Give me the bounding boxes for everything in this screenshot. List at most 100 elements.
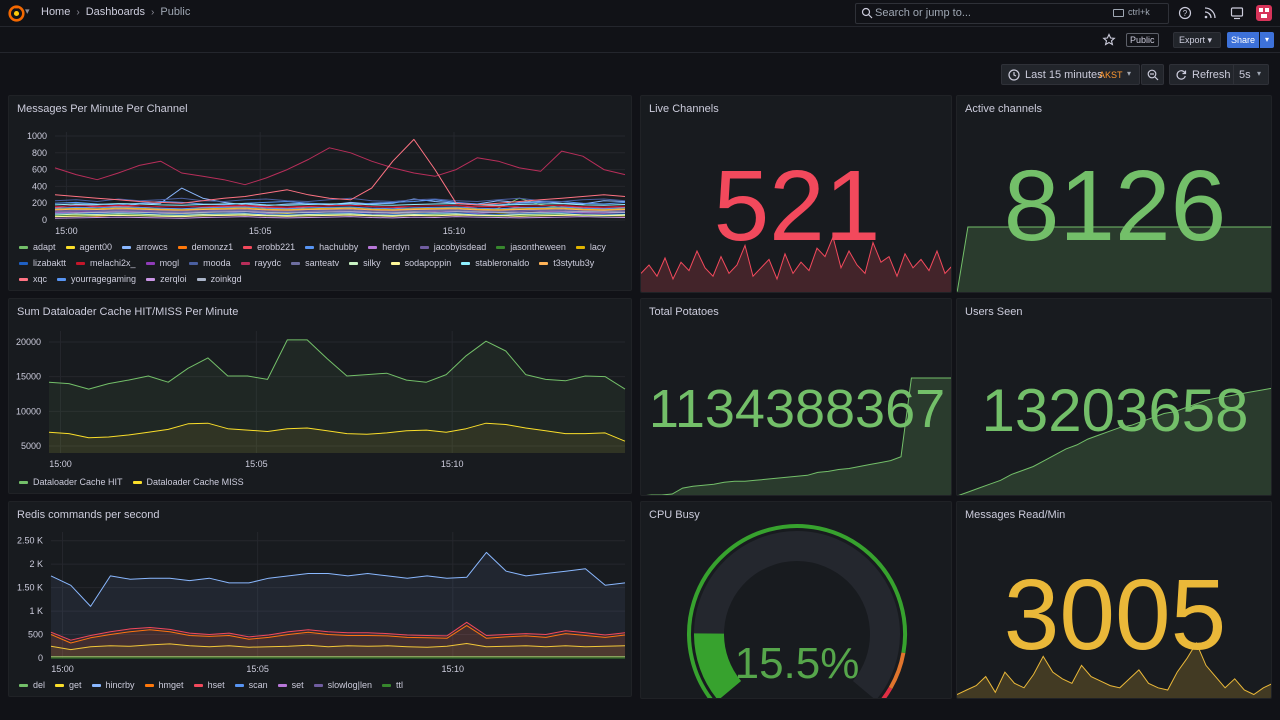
panel-messages-per-minute[interactable]: Messages Per Minute Per Channel 0 200 400 6… bbox=[8, 95, 632, 291]
legend-item[interactable]: santeatv bbox=[291, 258, 339, 268]
panel-redis-commands[interactable]: Redis commands per second 0 500 1 K 1.50 K 2… bbox=[8, 501, 632, 697]
series-line-get bbox=[50, 643, 626, 651]
sparkline-line bbox=[957, 226, 1271, 292]
legend-swatch bbox=[146, 277, 156, 281]
top-navbar: ▾ Home › Dashboards › Public Search or j… bbox=[0, 0, 1280, 27]
series-line-jacobyisdead bbox=[54, 209, 626, 212]
legend-item[interactable]: melachi2x_ bbox=[76, 258, 136, 268]
refresh-icon[interactable] bbox=[1175, 69, 1187, 81]
sparkline-area bbox=[651, 378, 951, 495]
panel-live-channels[interactable]: Live Channels 521 bbox=[640, 95, 952, 293]
series-line-lizabaktt bbox=[54, 212, 626, 215]
legend-item[interactable]: t3stytub3y bbox=[539, 258, 594, 268]
export-button[interactable]: Export ▾ bbox=[1173, 32, 1221, 48]
refresh-picker[interactable]: Refresh 5s ▾ bbox=[1169, 64, 1269, 85]
legend-label: sodapoppin bbox=[404, 258, 452, 268]
panel-title: Redis commands per second bbox=[17, 509, 160, 521]
legend-item[interactable]: agent00 bbox=[65, 242, 112, 252]
legend-label: herdyn bbox=[382, 242, 410, 252]
legend-item[interactable]: set bbox=[277, 680, 304, 690]
legend-item[interactable]: Dataloader Cache MISS bbox=[132, 477, 244, 487]
legend-label: xqc bbox=[33, 274, 48, 284]
legend-item[interactable]: hincrby bbox=[91, 680, 135, 690]
y-tick-label: 5000 bbox=[21, 441, 41, 451]
legend-label: slowlog|len bbox=[327, 680, 372, 690]
legend-item[interactable]: lizabaktt bbox=[19, 258, 66, 268]
y-tick-label: 500 bbox=[28, 630, 43, 640]
legend-item[interactable]: hmget bbox=[144, 680, 184, 690]
legend-item[interactable]: silky bbox=[349, 258, 381, 268]
panel-cpu-busy[interactable]: CPU Busy 15.5% bbox=[640, 501, 952, 699]
panel-active-channels[interactable]: Active channels 8126 bbox=[956, 95, 1272, 293]
legend-item[interactable]: stableronaldo bbox=[461, 258, 529, 268]
panel-dataloader-cache[interactable]: Sum Dataloader Cache HIT/MISS Per Minute… bbox=[8, 298, 632, 494]
messages-per-minute-chart[interactable]: 0 200 400 600 800 1000 15:00 15:05 15:10 bbox=[9, 124, 632, 236]
share-button[interactable]: Share bbox=[1227, 32, 1259, 48]
grafana-logo-icon[interactable] bbox=[8, 5, 25, 22]
legend-item[interactable]: yourragegaming bbox=[57, 274, 136, 284]
monitor-icon[interactable] bbox=[1230, 6, 1244, 20]
legend-item[interactable]: mogl bbox=[145, 258, 179, 268]
avatar[interactable] bbox=[1256, 5, 1272, 21]
legend-item[interactable]: sodapoppin bbox=[390, 258, 452, 268]
legend-item[interactable]: scan bbox=[234, 680, 268, 690]
legend-swatch bbox=[277, 683, 287, 687]
legend-item[interactable]: lacy bbox=[575, 242, 606, 252]
legend-item[interactable]: jacobyisdead bbox=[419, 242, 486, 252]
legend-label: stableronaldo bbox=[475, 258, 530, 268]
share-dropdown-button[interactable]: ▾ bbox=[1260, 32, 1274, 48]
legend-item[interactable]: jasontheween bbox=[496, 242, 566, 252]
legend-swatch bbox=[240, 261, 250, 265]
refresh-interval[interactable]: 5s bbox=[1239, 69, 1251, 81]
legend-item[interactable]: hachubby bbox=[305, 242, 358, 252]
panel-total-potatoes[interactable]: Total Potatoes 1134388367 bbox=[640, 298, 952, 496]
legend-swatch bbox=[243, 245, 253, 249]
breadcrumb-home[interactable]: Home bbox=[41, 6, 71, 18]
dataloader-chart[interactable]: 5000 10000 15000 20000 15:00 15:05 15:10 bbox=[9, 327, 632, 471]
rss-icon[interactable] bbox=[1203, 6, 1217, 20]
help-icon[interactable]: ? bbox=[1178, 6, 1192, 20]
star-icon[interactable] bbox=[1102, 33, 1116, 47]
legend-item[interactable]: demonzz1 bbox=[177, 242, 233, 252]
legend-item[interactable]: get bbox=[55, 680, 82, 690]
legend-label: lizabaktt bbox=[33, 258, 67, 268]
panel-users-seen[interactable]: Users Seen 13203658 bbox=[956, 298, 1272, 496]
series-line-santeatv bbox=[54, 209, 626, 213]
zoom-out-button[interactable] bbox=[1141, 64, 1164, 85]
legend-label: ttl bbox=[395, 680, 403, 690]
time-range-label: Last 15 minutes bbox=[1025, 69, 1103, 81]
legend-swatch bbox=[305, 245, 315, 249]
legend-item[interactable]: zoinkgd bbox=[196, 274, 242, 284]
breadcrumb-dashboards[interactable]: Dashboards bbox=[85, 6, 146, 18]
search-icon bbox=[861, 7, 873, 19]
legend-item[interactable]: mooda bbox=[189, 258, 231, 268]
legend-item[interactable]: Dataloader Cache HIT bbox=[19, 477, 123, 487]
legend-swatch bbox=[144, 683, 154, 687]
legend-item[interactable]: xqc bbox=[19, 274, 47, 284]
legend-item[interactable]: erobb221 bbox=[243, 242, 295, 252]
chart-legend: adapt agent00 arrowcs demonzz1 erobb221 hachu… bbox=[19, 242, 619, 284]
series-line-sodapoppin bbox=[54, 214, 626, 218]
legend-item[interactable]: ttl bbox=[381, 680, 403, 690]
panel-messages-read[interactable]: Messages Read/Min 3005 bbox=[956, 501, 1272, 699]
y-tick-label: 600 bbox=[32, 165, 47, 175]
legend-swatch bbox=[381, 683, 391, 687]
legend-item[interactable]: slowlog|len bbox=[313, 680, 372, 690]
legend-item[interactable]: arrowcs bbox=[122, 242, 168, 252]
series-line-zerqloi bbox=[54, 216, 626, 219]
legend-label: get bbox=[69, 680, 82, 690]
gauge-value-arc bbox=[693, 632, 742, 698]
legend-item[interactable]: herdyn bbox=[368, 242, 410, 252]
redis-commands-chart[interactable]: 0 500 1 K 1.50 K 2 K 2.50 K 15:00 15:05 15:10 bbox=[9, 528, 632, 674]
search-placeholder: Search or jump to... bbox=[875, 7, 971, 19]
legend-item[interactable]: del bbox=[19, 680, 45, 690]
search-input[interactable]: Search or jump to... ctrl+k bbox=[855, 3, 1169, 24]
chevron-down-icon[interactable]: ▾ bbox=[25, 6, 30, 16]
legend-item[interactable]: hset bbox=[193, 680, 225, 690]
time-range-picker[interactable]: Last 15 minutes AKST ▾ bbox=[1001, 64, 1140, 85]
legend-item[interactable]: rayydc bbox=[240, 258, 281, 268]
x-tick-label: 15:10 bbox=[442, 664, 465, 674]
legend-item[interactable]: adapt bbox=[19, 242, 56, 252]
legend-item[interactable]: zerqloi bbox=[146, 274, 187, 284]
refresh-label[interactable]: Refresh bbox=[1192, 69, 1231, 81]
